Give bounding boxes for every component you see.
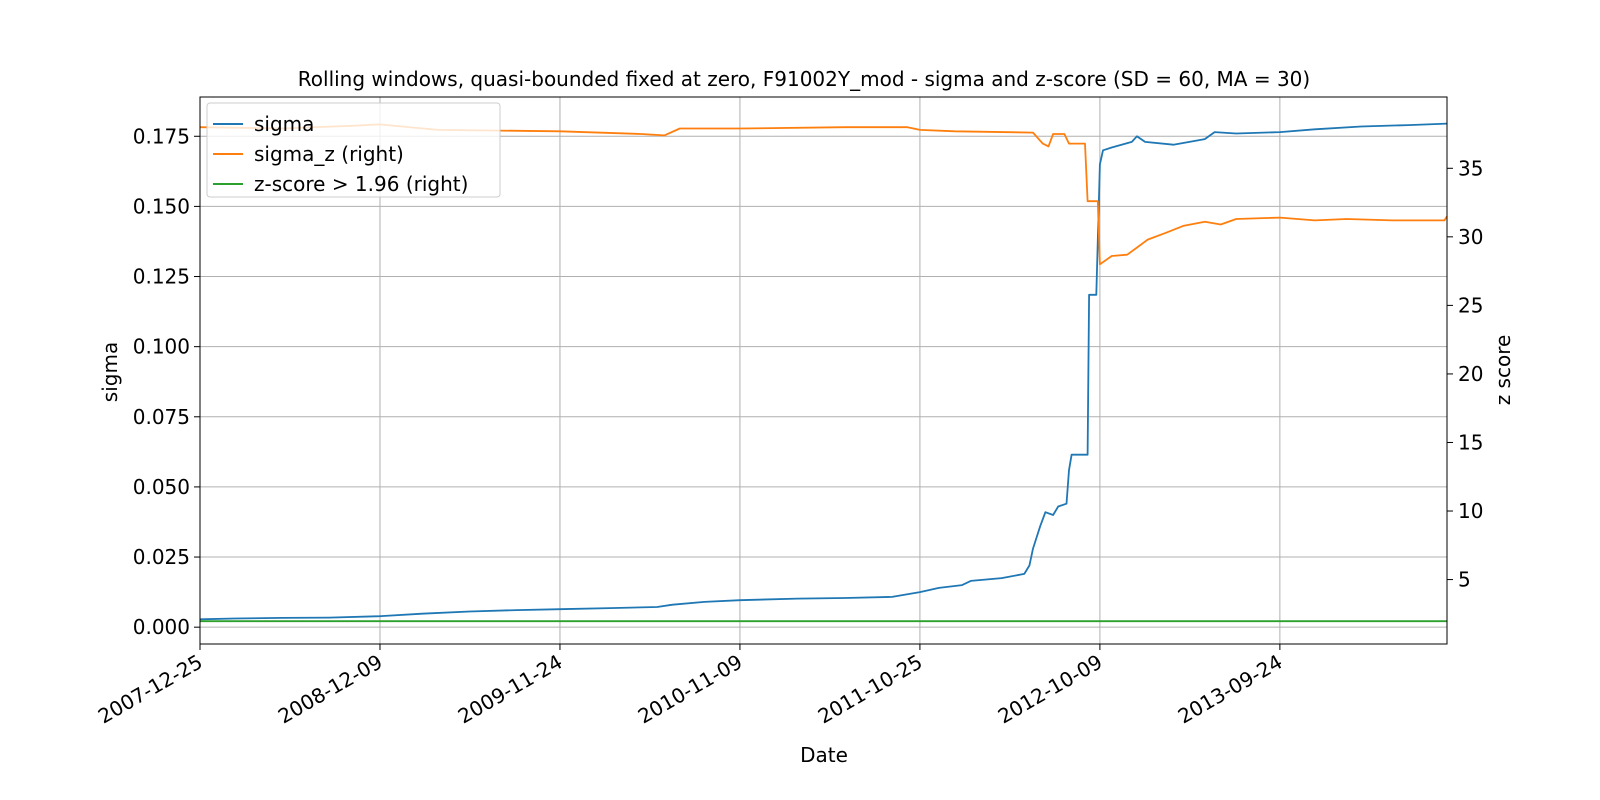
legend: sigma sigma_z (right) z-score > 1.96 (righ… — [206, 102, 501, 198]
chart-title: Rolling windows, quasi-bounded fixed at … — [298, 67, 1310, 91]
y-tick-label: 0.075 — [133, 405, 190, 429]
y2-tick-label: 30 — [1458, 225, 1483, 249]
series-line-1 — [199, 122, 1448, 621]
legend-label-3: z-score > 1.96 (right) — [254, 172, 468, 196]
y-tick-label: 0.000 — [133, 615, 190, 639]
y2-tick-label: 5 — [1458, 568, 1471, 592]
y2-tick-label: 25 — [1458, 293, 1483, 317]
plot-frame — [199, 96, 1448, 645]
grid — [199, 97, 1447, 644]
y-tick-label: 0.175 — [133, 124, 190, 148]
legend-label-2: sigma_z (right) — [254, 142, 404, 166]
y2-tick-label: 35 — [1458, 156, 1483, 180]
x-axis-label: Date — [800, 743, 848, 767]
y2-tick-label: 10 — [1458, 499, 1483, 523]
series-line-2 — [199, 123, 1448, 266]
y-tick-label: 0.025 — [133, 545, 190, 569]
series-layer — [199, 122, 1448, 623]
y2-tick-label: 20 — [1458, 362, 1483, 386]
y-axis-label: sigma — [98, 342, 122, 402]
y-tick-label: 0.050 — [133, 475, 190, 499]
legend-box — [206, 102, 501, 198]
y-tick-label: 0.100 — [133, 335, 190, 359]
y-tick-label: 0.125 — [133, 265, 190, 289]
legend-label-1: sigma — [254, 112, 314, 136]
y2-axis-label: z score — [1491, 335, 1515, 406]
y-tick-label: 0.150 — [133, 194, 190, 218]
y2-tick-label: 15 — [1458, 430, 1483, 454]
